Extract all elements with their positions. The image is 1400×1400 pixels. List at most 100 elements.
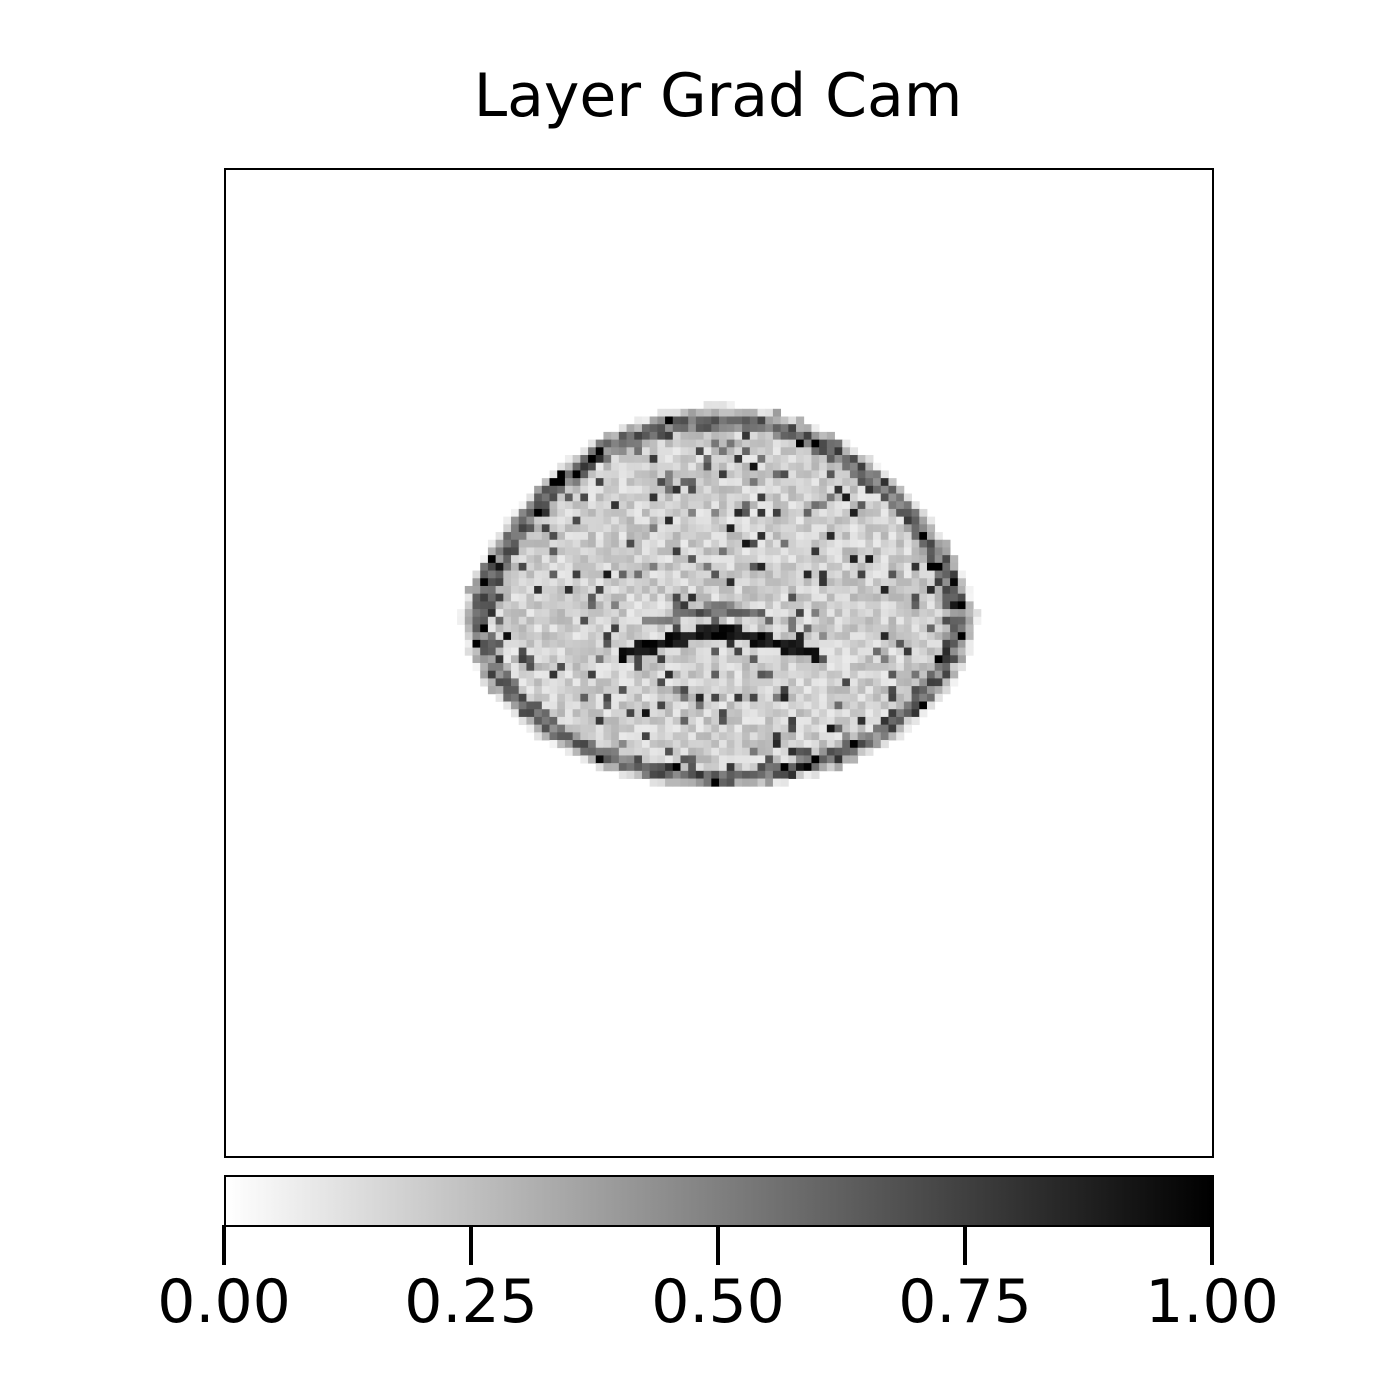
- heatmap-cell: [703, 470, 712, 479]
- heatmap-cell: [726, 770, 735, 779]
- heatmap-cell: [888, 485, 897, 494]
- heatmap-cell: [811, 578, 820, 587]
- heatmap-cell: [511, 516, 520, 525]
- heatmap-cell: [657, 763, 666, 772]
- heatmap-cell: [618, 624, 627, 633]
- heatmap-cell: [711, 601, 720, 610]
- heatmap-cell: [765, 562, 774, 571]
- heatmap-cell: [788, 670, 797, 679]
- heatmap-cell: [780, 447, 789, 456]
- heatmap-cell: [572, 639, 581, 648]
- heatmap-cell: [757, 670, 766, 679]
- heatmap-cell: [811, 716, 820, 726]
- heatmap-cell: [572, 593, 581, 602]
- heatmap-cell: [903, 570, 912, 579]
- heatmap-cell: [942, 639, 951, 648]
- heatmap-cell: [649, 655, 658, 664]
- heatmap-cell: [711, 439, 720, 448]
- heatmap-cell: [695, 555, 704, 564]
- heatmap-cell: [595, 732, 604, 741]
- heatmap-cell: [534, 639, 543, 648]
- heatmap-cell: [926, 570, 936, 579]
- heatmap-cell: [572, 539, 581, 548]
- heatmap-cell: [819, 747, 828, 756]
- heatmap-cell: [726, 555, 735, 564]
- heatmap-cell: [580, 686, 589, 695]
- heatmap-cell: [865, 532, 874, 541]
- heatmap-cell: [703, 639, 712, 648]
- heatmap-cell: [503, 663, 512, 672]
- heatmap-cell: [888, 616, 897, 625]
- heatmap-cell: [819, 632, 828, 641]
- heatmap-cell: [757, 555, 766, 564]
- heatmap-cell: [480, 624, 489, 633]
- heatmap-cell: [518, 501, 527, 510]
- heatmap-cell: [495, 624, 504, 633]
- heatmap-cell: [934, 562, 943, 571]
- heatmap-cell: [549, 585, 558, 595]
- heatmap-cell: [834, 585, 843, 595]
- heatmap-cell: [588, 747, 597, 756]
- heatmap-cell: [541, 693, 550, 702]
- heatmap-cell: [788, 485, 797, 494]
- heatmap-cell: [595, 663, 604, 672]
- heatmap-cell: [772, 424, 782, 433]
- heatmap-cell: [726, 716, 735, 726]
- heatmap-cell: [765, 508, 774, 518]
- heatmap-cell: [549, 508, 558, 518]
- heatmap-cell: [796, 485, 805, 494]
- heatmap-cell: [880, 578, 889, 587]
- heatmap-cell: [880, 532, 889, 541]
- heatmap-cell: [657, 493, 666, 502]
- heatmap-cell: [834, 740, 843, 749]
- heatmap-cell: [880, 555, 889, 564]
- heatmap-cell: [680, 724, 689, 733]
- heatmap-cell: [557, 693, 566, 702]
- heatmap-cell: [703, 624, 712, 633]
- heatmap-cell: [849, 609, 859, 618]
- heatmap-cell: [719, 547, 728, 556]
- heatmap-cell: [595, 547, 604, 556]
- heatmap-cell: [803, 455, 812, 464]
- heatmap-cell: [834, 524, 843, 533]
- heatmap-cell: [549, 539, 558, 548]
- heatmap-cell: [888, 639, 897, 648]
- heatmap-cell: [857, 678, 866, 687]
- heatmap-cell: [772, 716, 782, 726]
- heatmap-cell: [734, 478, 743, 487]
- heatmap-cell: [888, 709, 897, 718]
- heatmap-cell: [780, 716, 789, 726]
- heatmap-cell: [672, 655, 681, 664]
- heatmap-cell: [495, 555, 504, 564]
- heatmap-cell: [503, 547, 512, 556]
- heatmap-cell: [534, 532, 543, 541]
- heatmap-cell: [595, 516, 604, 525]
- heatmap-cell: [580, 732, 589, 741]
- heatmap-cell: [742, 485, 751, 494]
- heatmap-cell: [765, 539, 774, 548]
- heatmap-cell: [873, 701, 882, 710]
- heatmap-cell: [557, 639, 566, 648]
- heatmap-cell: [703, 732, 712, 741]
- heatmap-cell: [719, 670, 728, 679]
- heatmap-cell: [826, 578, 835, 587]
- heatmap-cell: [549, 655, 558, 664]
- heatmap-cell: [572, 624, 581, 633]
- heatmap-cell: [734, 663, 743, 672]
- heatmap-cell: [564, 508, 574, 518]
- heatmap-cell: [896, 532, 905, 541]
- heatmap-cell: [896, 624, 905, 633]
- heatmap-cell: [657, 709, 666, 718]
- heatmap-cell: [811, 755, 820, 764]
- heatmap-cell: [957, 593, 966, 602]
- heatmap-cell: [719, 555, 728, 564]
- heatmap-cell: [611, 632, 620, 641]
- heatmap-cell: [595, 470, 604, 479]
- heatmap-cell: [572, 532, 581, 541]
- heatmap-cell: [711, 455, 720, 464]
- heatmap-cell: [934, 693, 943, 702]
- heatmap-cell: [826, 555, 835, 564]
- heatmap-cell: [588, 578, 597, 587]
- heatmap-cell: [796, 578, 805, 587]
- heatmap-cell: [796, 740, 805, 749]
